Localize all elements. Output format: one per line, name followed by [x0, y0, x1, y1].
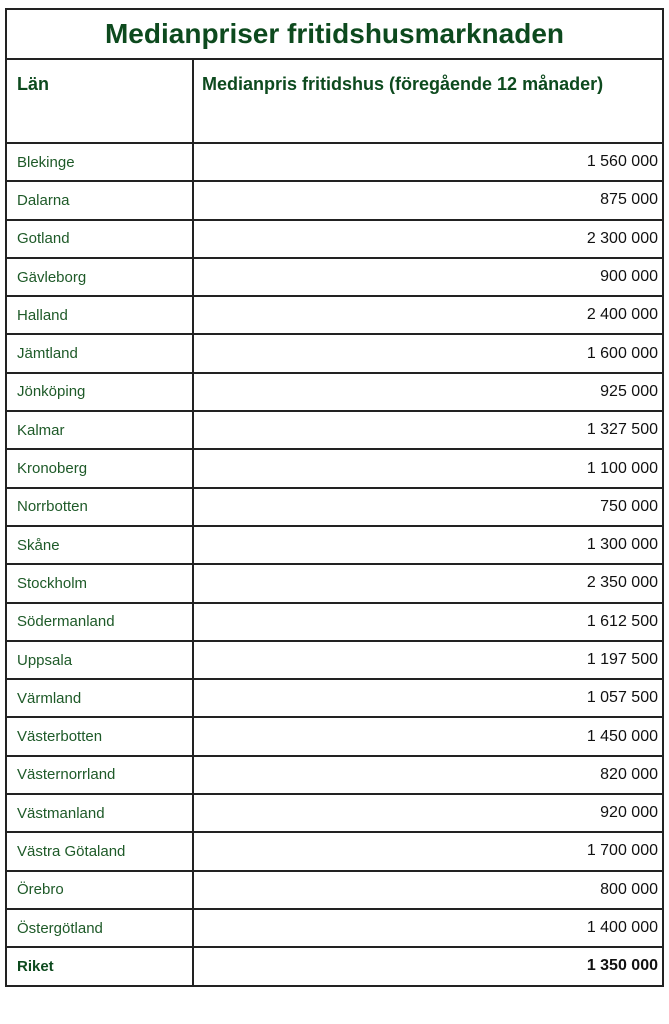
lan-cell: Dalarna — [5, 180, 194, 221]
lan-cell: Halland — [5, 295, 194, 336]
price-cell: 1 600 000 — [192, 333, 664, 374]
table-row: Västmanland 920 000 — [5, 793, 664, 834]
lan-cell: Kronoberg — [5, 448, 194, 489]
lan-cell: Stockholm — [5, 563, 194, 604]
table-row: Blekinge 1 560 000 — [5, 141, 664, 183]
price-cell: 1 197 500 — [192, 639, 664, 681]
lan-cell: Jämtland — [5, 333, 194, 374]
table-row: Kalmar 1 327 500 — [5, 410, 664, 451]
lan-cell: Gotland — [5, 218, 194, 259]
lan-cell: Östergötland — [5, 907, 194, 949]
price-cell: 2 350 000 — [192, 563, 664, 604]
table-row: Västra Götaland 1 700 000 — [5, 831, 664, 872]
total-price: 1 350 000 — [192, 946, 664, 987]
table-row: Skåne 1 300 000 — [5, 524, 664, 566]
total-row: Riket 1 350 000 — [5, 946, 664, 987]
table-row: Gävleborg 900 000 — [5, 256, 664, 298]
lan-cell: Södermanland — [5, 601, 194, 642]
table-row: Västernorrland 820 000 — [5, 754, 664, 796]
lan-cell: Västmanland — [5, 793, 194, 834]
lan-cell: Kalmar — [5, 410, 194, 451]
table-row: Dalarna 875 000 — [5, 180, 664, 221]
table-row: Värmland 1 057 500 — [5, 678, 664, 719]
table-row: Norrbotten 750 000 — [5, 486, 664, 527]
total-label: Riket — [5, 946, 194, 987]
lan-cell: Norrbotten — [5, 486, 194, 527]
price-cell: 1 300 000 — [192, 524, 664, 566]
price-cell: 1 100 000 — [192, 448, 664, 489]
table-row: Västerbotten 1 450 000 — [5, 716, 664, 757]
price-cell: 1 327 500 — [192, 410, 664, 451]
price-cell: 925 000 — [192, 371, 664, 413]
lan-cell: Västerbotten — [5, 716, 194, 757]
price-cell: 800 000 — [192, 869, 664, 910]
table-row: Gotland 2 300 000 — [5, 218, 664, 259]
table-row: Uppsala 1 197 500 — [5, 639, 664, 681]
lan-cell: Örebro — [5, 869, 194, 910]
table-row: Jönköping 925 000 — [5, 371, 664, 413]
price-cell: 2 400 000 — [192, 295, 664, 336]
lan-cell: Skåne — [5, 524, 194, 566]
lan-cell: Gävleborg — [5, 256, 194, 298]
price-cell: 1 612 500 — [192, 601, 664, 642]
price-cell: 1 700 000 — [192, 831, 664, 872]
column-header-lan: Län — [5, 58, 194, 144]
table-row: Södermanland 1 612 500 — [5, 601, 664, 642]
price-cell: 1 560 000 — [192, 141, 664, 183]
table-row: Halland 2 400 000 — [5, 295, 664, 336]
price-cell: 875 000 — [192, 180, 664, 221]
lan-cell: Blekinge — [5, 141, 194, 183]
table-row: Kronoberg 1 100 000 — [5, 448, 664, 489]
lan-cell: Uppsala — [5, 639, 194, 681]
table-row: Jämtland 1 600 000 — [5, 333, 664, 374]
table-row: Örebro 800 000 — [5, 869, 664, 910]
price-cell: 1 057 500 — [192, 678, 664, 719]
price-cell: 750 000 — [192, 486, 664, 527]
lan-cell: Jönköping — [5, 371, 194, 413]
price-cell: 1 400 000 — [192, 907, 664, 949]
table-row: Östergötland 1 400 000 — [5, 907, 664, 949]
table-title: Medianpriser fritidshusmarknaden — [5, 8, 664, 60]
price-cell: 900 000 — [192, 256, 664, 298]
median-price-table: Medianpriser fritidshusmarknaden Län Med… — [5, 8, 664, 987]
lan-cell: Västra Götaland — [5, 831, 194, 872]
price-cell: 1 450 000 — [192, 716, 664, 757]
table-row: Stockholm 2 350 000 — [5, 563, 664, 604]
price-cell: 920 000 — [192, 793, 664, 834]
lan-cell: Värmland — [5, 678, 194, 719]
lan-cell: Västernorrland — [5, 754, 194, 796]
column-header-price: Medianpris fritidshus (föregående 12 mån… — [192, 58, 664, 144]
price-cell: 820 000 — [192, 754, 664, 796]
price-cell: 2 300 000 — [192, 218, 664, 259]
